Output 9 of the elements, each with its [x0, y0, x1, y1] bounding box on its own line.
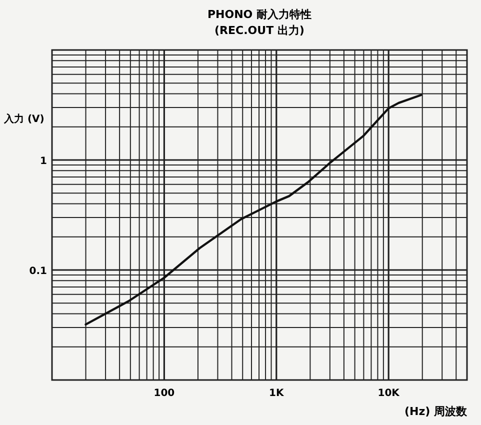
x-axis-title: (Hz) 周波数 [404, 405, 468, 418]
x-tick-label: 10K [378, 388, 401, 399]
x-tick-label: 1K [269, 388, 285, 399]
chart-subtitle: (REC.OUT 出力) [214, 24, 304, 37]
chart-title: PHONO 耐入力特性 [207, 8, 312, 21]
y-tick-label: 0.1 [29, 266, 48, 277]
y-axis-title: 入力 (V) [3, 113, 44, 125]
y-tick-label: 1 [40, 156, 48, 167]
x-tick-label: 100 [154, 388, 175, 399]
